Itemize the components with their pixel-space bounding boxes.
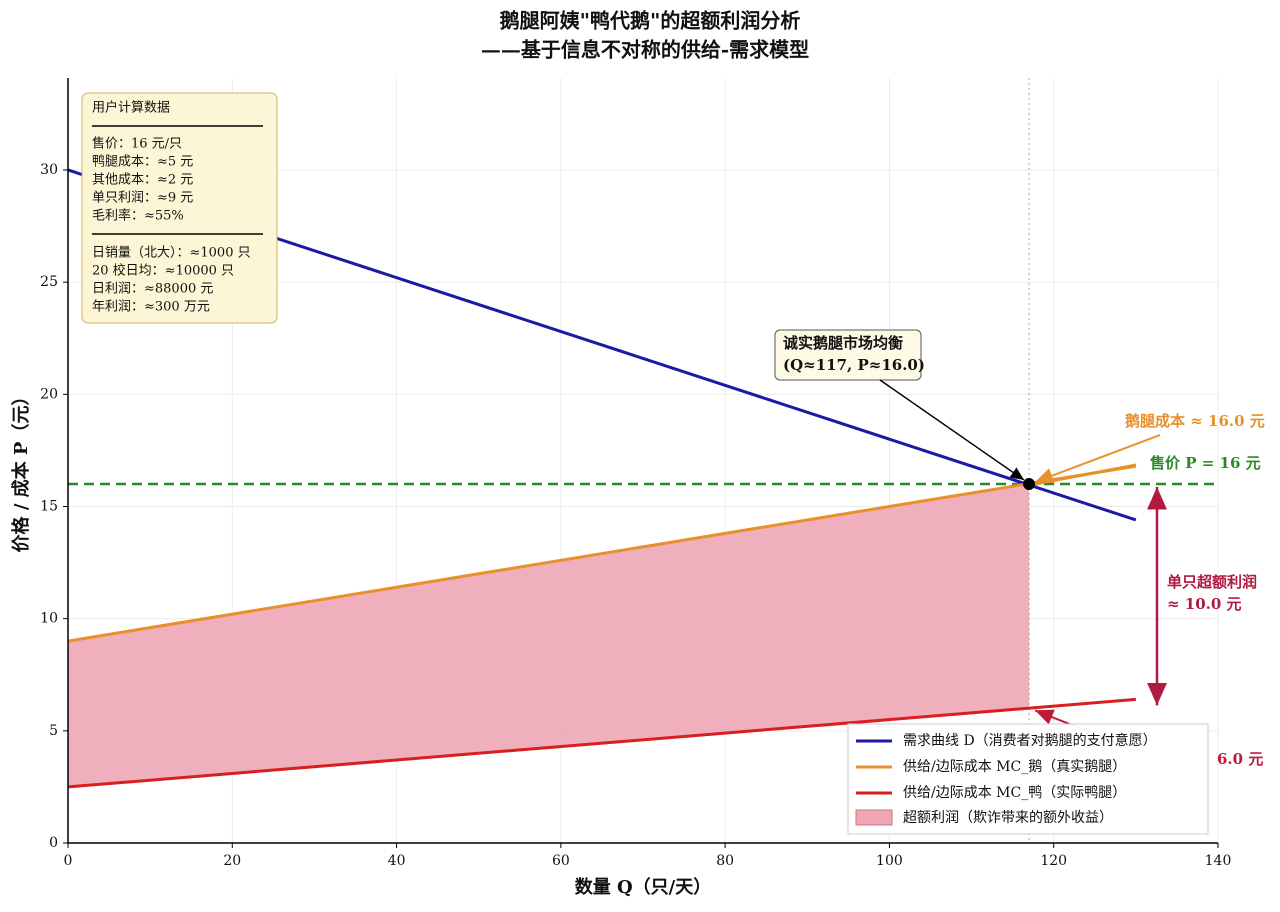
series-line (67, 697, 1136, 789)
y-tick-label: 30 (40, 162, 58, 178)
info-line: 年利润：≈300 万元 (92, 300, 210, 315)
info-line: 日销量（北大）：≈1000 只 (92, 246, 251, 261)
info-line: 单只利润：≈9 元 (92, 191, 193, 206)
info-line: 毛利率：≈55% (92, 208, 184, 224)
goose-cost-arrow-2 (1034, 463, 1137, 486)
annotation-line: (Q≈117, P≈16.0) (783, 356, 925, 374)
info-line: 鸭腿成本：≈5 元 (92, 155, 193, 170)
legend-text: 超额利润（欺诈带来的额外收益） (903, 810, 1113, 826)
profit-label-line: ≈ 10.0 元 (1167, 595, 1242, 613)
y-tick-label: 15 (40, 498, 58, 514)
annotation-line: 诚实鹅腿市场均衡 (783, 334, 903, 352)
legend-swatch (855, 809, 893, 826)
y-tick-label: 0 (49, 835, 58, 851)
annotation-box (774, 329, 922, 381)
profit-label: 单只超额利润 ≈ 10.0 元 (1167, 573, 1257, 613)
series-line (67, 464, 1137, 643)
x-tick-label: 120 (1040, 853, 1067, 869)
y-tick-label: 5 (49, 723, 58, 739)
x-tick-label: 40 (388, 853, 406, 869)
x-axis-label: 数量 Q（只/天） (575, 876, 712, 898)
excess-profit-area (68, 484, 1030, 787)
chart-subtitle: ——基于信息不对称的供给-需求模型 (481, 38, 809, 62)
x-tick-label: 20 (223, 853, 241, 869)
goose-cost-label: 鹅腿成本 ≈ 16.0 元 (1125, 412, 1265, 430)
x-tick-label: 60 (552, 853, 570, 869)
legend-box (847, 723, 1209, 835)
legend-text: 供给/边际成本 MC_鸭（实际鸭腿） (903, 785, 1126, 801)
info-line: 日利润：≈88000 元 (92, 282, 213, 297)
legend-text: 供给/边际成本 MC_鹅（真实鹅腿） (903, 758, 1126, 775)
price-label: 售价 P = 16 元 (1150, 454, 1261, 472)
y-tick-label: 10 (40, 611, 58, 627)
x-tick-label: 0 (64, 853, 73, 869)
y-tick-label: 25 (40, 274, 58, 290)
goose-cost-arrow (1034, 434, 1161, 484)
x-tick-label: 100 (876, 853, 903, 869)
info-line: 20 校日均：≈10000 只 (92, 263, 234, 279)
duck-cost-label: 6.0 元 (1217, 750, 1263, 768)
profit-label-line: 单只超额利润 (1167, 573, 1257, 591)
info-box-title: 用户计算数据 (92, 100, 170, 116)
annotation-arrow (879, 379, 1025, 481)
x-tick-label: 140 (1205, 853, 1232, 869)
equilibrium-point (1023, 478, 1036, 491)
annotation-text: 诚实鹅腿市场均衡 (Q≈117, P≈16.0) (783, 334, 925, 374)
info-line: 其他成本：≈2 元 (92, 173, 193, 188)
y-tick-label: 20 (40, 386, 58, 402)
x-tick-label: 80 (716, 853, 734, 869)
chart-title: 鹅腿阿姨"鸭代鹅"的超额利润分析 (500, 9, 801, 33)
y-axis-label: 价格 / 成本 P（元） (10, 388, 32, 553)
info-box (81, 92, 278, 324)
info-line: 售价：16 元/只 (92, 136, 182, 152)
legend-text: 需求曲线 D（消费者对鹅腿的支付意愿） (903, 732, 1157, 749)
